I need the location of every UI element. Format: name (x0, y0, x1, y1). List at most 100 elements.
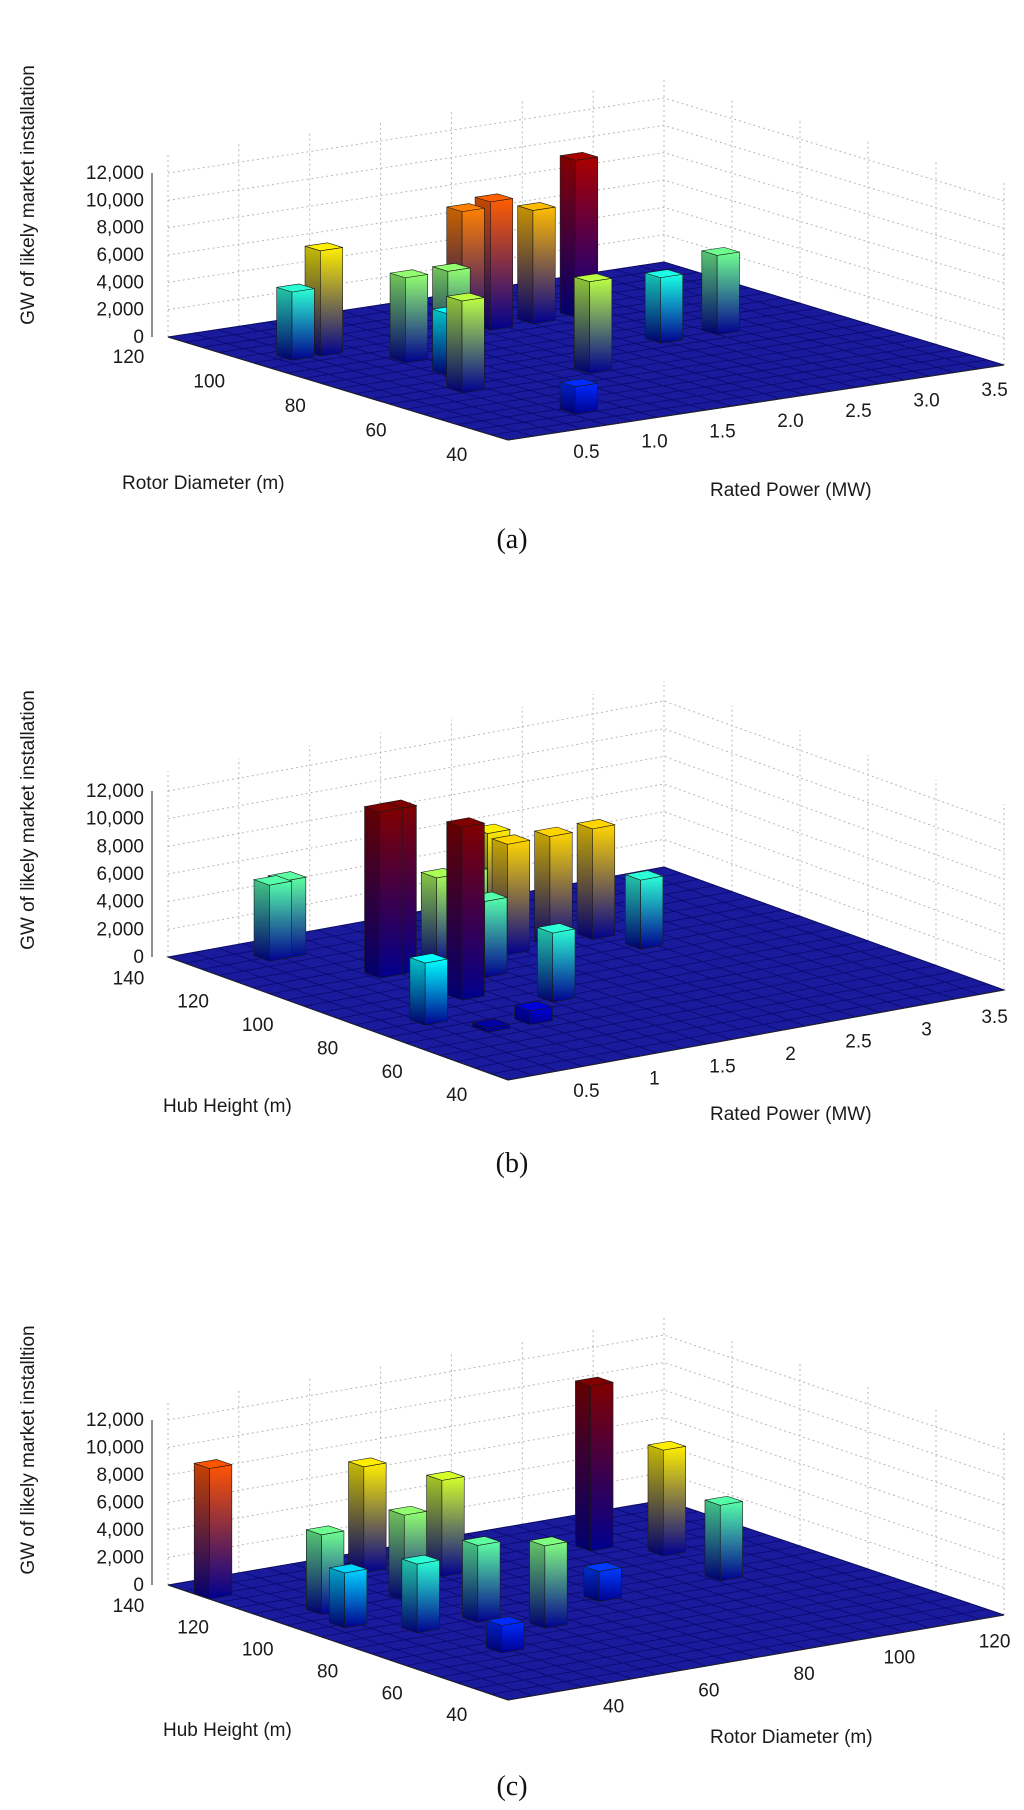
chart-b-bar-front (507, 839, 531, 956)
chart-a-x-tick: 2.0 (777, 411, 803, 432)
chart-a-y-tick: 100 (193, 372, 225, 393)
chart-a-bar-front (532, 206, 556, 325)
chart-b-z-tick: 8,000 (96, 836, 144, 857)
chart-c-z-tick: 6,000 (96, 1493, 144, 1514)
chart-b-y-tick: 100 (242, 1015, 274, 1036)
chart-a-bar-front (589, 277, 613, 374)
chart-b-bar (624, 870, 665, 950)
chart-a-bar-top (475, 193, 513, 203)
chart-c-bar (647, 1440, 686, 1557)
chart-b-bar-side (625, 874, 641, 950)
chart-a-grid-z (167, 206, 1005, 311)
chart-a-bar-side (559, 155, 576, 318)
chart-c-bar (348, 1457, 387, 1574)
chart-b-bar-side (253, 879, 270, 962)
chart-b-zlabel: GW of likely market installation (18, 690, 39, 950)
chart-c-bar-front (363, 1462, 387, 1574)
chart-a-bar (389, 269, 428, 363)
chart-a-caption: (a) (496, 524, 527, 555)
chart-a-bar-front (291, 288, 315, 361)
chart-a-x-tick: 2.5 (845, 401, 871, 422)
chart-b-z-tick: 4,000 (96, 892, 144, 913)
chart-a-bar-side (644, 272, 661, 344)
chart-c-bar (486, 1616, 525, 1654)
chart-b-grid-z (167, 728, 1005, 853)
chart-c-bar-top (401, 1554, 440, 1565)
chart-b-x-tick: 3.5 (981, 1007, 1007, 1028)
chart-b-bar (408, 953, 449, 1026)
chart-c-bar-top (388, 1505, 427, 1516)
chart-a-bar-front (575, 382, 598, 415)
chart-c-floor-grid (639, 1503, 980, 1620)
chart-c-bar (426, 1471, 465, 1578)
chart-c-bar-top (462, 1536, 501, 1546)
chart-b-bar-top (445, 817, 486, 828)
chart-b-bar-top (513, 1001, 554, 1012)
chart-b-bar-top (471, 1018, 511, 1029)
chart-a-bar-top (432, 263, 471, 272)
chart-c-bar (529, 1536, 568, 1629)
chart-c-ylabel: Hub Height (m) (163, 1720, 292, 1741)
chart-a-bar (644, 269, 684, 344)
chart-b-y-tick: 40 (446, 1085, 467, 1106)
chart-c-x-tick: 60 (698, 1680, 719, 1701)
chart-a-bar-side (432, 308, 449, 376)
chart-a-ylabel: Rotor Diameter (m) (122, 473, 285, 494)
chart-b-bar-side (364, 806, 381, 979)
chart-c-bar-front (209, 1464, 233, 1600)
chart-a-bar-top (446, 203, 485, 212)
chart-c-bar-front (416, 1559, 440, 1634)
chart-a-y-tick: 80 (285, 396, 306, 417)
chart-b-z-tick: 6,000 (96, 864, 144, 885)
chart-c-bar-front (719, 1501, 743, 1582)
chart-b-bar-side (420, 871, 437, 969)
chart-b-ylabel: Hub Height (m) (163, 1096, 292, 1117)
chart-b-floor-grid (614, 875, 955, 1000)
chart-b-bar (533, 826, 574, 948)
chart-a-bar (276, 283, 315, 361)
chart-a-y-tick: 40 (446, 445, 467, 466)
chart-c-bar (462, 1536, 501, 1623)
chart-b-bar-front (592, 824, 616, 940)
chart-b-bar-front (269, 880, 292, 962)
chart-c-x-tick: 120 (979, 1631, 1011, 1652)
chart-c-bar-side (401, 1558, 418, 1634)
chart-b-bar (536, 923, 577, 1003)
chart-c-z-tick: 0 (133, 1575, 144, 1596)
chart-b-bar-side (446, 821, 463, 1001)
chart-b-grid-z (167, 700, 1005, 825)
chart-a-bar-side (559, 381, 576, 415)
chart-c-y-tick: 60 (382, 1683, 403, 1704)
chart-c-bar-side (193, 1462, 210, 1600)
chart-a-bar (446, 292, 485, 393)
chart-b-bar (513, 1001, 554, 1026)
chart-a-bar-top (559, 378, 598, 387)
chart-c-x-axis (507, 1614, 1005, 1701)
chart-b-bar-front (461, 822, 485, 1001)
chart-a-bar-front (490, 198, 514, 331)
chart-c-bar-top (575, 1376, 614, 1387)
chart-c-bar-side (529, 1540, 546, 1629)
chart-c-bar-front (501, 1621, 525, 1654)
chart-c-bar-top (306, 1525, 345, 1536)
chart-b-bar-top (536, 923, 577, 934)
chart-b-bar-front (552, 928, 576, 1003)
chart-c-z-tick: 8,000 (96, 1465, 144, 1486)
chart-a-grid-z (167, 97, 1005, 202)
chart-c-x-tick: 100 (883, 1648, 915, 1669)
chart-b-bar-top (624, 870, 665, 881)
chart-a-grid-z (167, 152, 1005, 257)
chart-c-floor-grid (589, 1512, 930, 1629)
chart-b-bar-side (576, 822, 593, 940)
chart-c-bar-front (544, 1541, 568, 1629)
chart-a-bar-top (645, 269, 683, 278)
chart-a-bar-top (560, 151, 598, 161)
chart-b-y-tick: 80 (317, 1038, 338, 1059)
chart-c-caption: (c) (496, 1771, 527, 1802)
chart-c-y-tick: 80 (317, 1661, 338, 1682)
